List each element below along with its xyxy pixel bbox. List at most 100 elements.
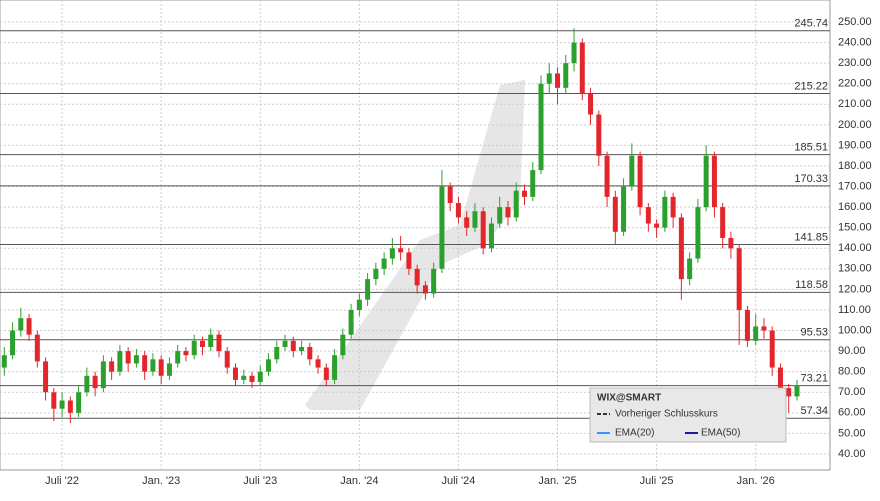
candle-body [563, 63, 569, 88]
candle-body [687, 258, 693, 280]
y-tick-label: 150.00 [838, 222, 872, 234]
legend: WIX@SMART Vorheriger Schlusskurs EMA(20)… [589, 387, 787, 443]
candle-body [720, 207, 726, 238]
candle-body [637, 155, 643, 208]
candle-body [612, 196, 618, 232]
candle-body [777, 367, 783, 389]
candle-body [645, 207, 651, 224]
legend-entry: Vorheriger Schlusskurs [615, 409, 718, 420]
candle-body [241, 375, 247, 380]
x-tick-label: Juli '22 [45, 475, 79, 487]
candle-body [513, 190, 519, 218]
candle-body [257, 371, 263, 382]
level-label: 170.33 [794, 173, 828, 185]
candle-body [348, 309, 354, 335]
candle-body [447, 186, 453, 204]
candle-body [555, 73, 561, 88]
candle-body [670, 196, 676, 218]
trend-channel [305, 80, 525, 410]
level-label: 73.21 [800, 373, 828, 385]
y-tick-label: 210.00 [838, 98, 872, 110]
candle-body [109, 361, 115, 372]
candle-body [621, 186, 627, 232]
candle-body [406, 252, 412, 269]
candle-body [497, 207, 503, 224]
candle-body [142, 355, 148, 372]
candle-body [431, 268, 437, 294]
candle-body [76, 392, 82, 413]
y-tick-label: 50.00 [838, 427, 866, 439]
candle-body [191, 340, 197, 356]
candle-body [728, 237, 734, 249]
y-tick-label: 160.00 [838, 201, 872, 213]
candle-body [422, 285, 428, 294]
candle-body [744, 309, 750, 341]
candle-body [373, 268, 379, 280]
candle-body [175, 351, 181, 364]
candle-body [125, 351, 131, 364]
candle-body [158, 359, 164, 376]
candle-body [389, 248, 395, 259]
y-tick-label: 190.00 [838, 139, 872, 151]
candle-body [538, 83, 544, 171]
candle-body [249, 375, 255, 382]
candle-body [100, 361, 106, 389]
candle-body [340, 334, 346, 356]
y-tick-label: 250.00 [838, 16, 872, 28]
candle-body [654, 223, 660, 228]
candle-body [51, 392, 57, 409]
candle-body [769, 330, 775, 368]
y-tick-label: 60.00 [838, 407, 866, 419]
y-tick-label: 240.00 [838, 36, 872, 48]
candle-body [365, 279, 371, 300]
candle-body [332, 355, 338, 380]
candle-body [266, 359, 272, 372]
y-tick-label: 70.00 [838, 386, 866, 398]
candle-body [546, 73, 552, 84]
candle-body [505, 207, 511, 218]
y-tick-label: 170.00 [838, 180, 872, 192]
candle-body [208, 334, 214, 347]
legend-title: WIX@SMART [597, 393, 661, 404]
x-tick-label: Jan. '24 [340, 475, 378, 487]
candle-body [398, 248, 404, 253]
y-tick-label: 130.00 [838, 263, 872, 275]
candle-body [571, 42, 577, 64]
candle-body [133, 355, 139, 364]
y-tick-label: 100.00 [838, 324, 872, 336]
level-label: 95.53 [800, 327, 828, 339]
candle-body [736, 248, 742, 310]
x-tick-label: Juli '23 [243, 475, 277, 487]
level-label: 215.22 [794, 80, 828, 92]
candle-body [472, 211, 478, 228]
y-tick-label: 80.00 [838, 366, 866, 378]
candle-body [761, 326, 767, 331]
candle-body [596, 114, 602, 156]
candle-body [18, 318, 24, 331]
candle-body [530, 170, 536, 197]
level-label: 245.74 [794, 18, 828, 30]
candle-body [588, 94, 594, 115]
y-tick-label: 200.00 [838, 119, 872, 131]
x-tick-label: Jan. '23 [142, 475, 180, 487]
candle-body [323, 367, 329, 380]
candle-body [224, 351, 230, 368]
level-label: 141.85 [794, 231, 828, 243]
x-tick-label: Jan. '25 [538, 475, 576, 487]
candle-body [34, 334, 40, 362]
candle-body [10, 330, 16, 356]
candle-body [703, 155, 709, 208]
candle-body [786, 388, 792, 397]
candle-body [26, 318, 32, 335]
candle-body [356, 299, 362, 310]
candle-body [282, 340, 288, 347]
candle-body [290, 340, 296, 352]
y-tick-label: 110.00 [838, 304, 871, 316]
candle-body [67, 400, 73, 413]
candle-body [414, 268, 420, 286]
candle-body [604, 155, 610, 197]
candle-body [299, 346, 305, 352]
y-tick-label: 40.00 [838, 448, 866, 460]
candle-body [315, 359, 321, 368]
candle-body [1, 355, 7, 368]
